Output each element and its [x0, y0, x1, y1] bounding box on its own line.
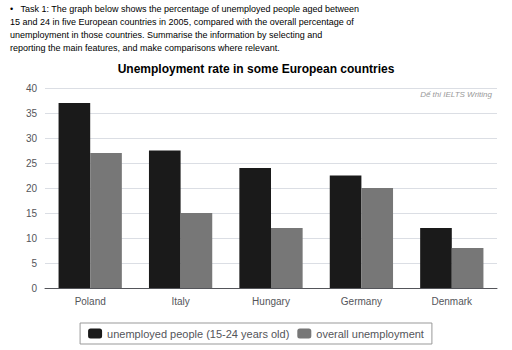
- svg-text:Germany: Germany: [341, 296, 382, 307]
- svg-text:Italy: Italy: [171, 296, 189, 307]
- svg-text:10: 10: [26, 233, 38, 244]
- svg-text:15 and 24 in five European cou: 15 and 24 in five European countries in …: [10, 17, 354, 27]
- svg-text:25: 25: [26, 158, 38, 169]
- svg-text:overall unemployment: overall unemployment: [316, 328, 424, 340]
- svg-text:15: 15: [26, 208, 38, 219]
- svg-text:40: 40: [26, 83, 38, 94]
- svg-text:Unemployment rate in some Euro: Unemployment rate in some European count…: [118, 62, 395, 76]
- svg-text:0: 0: [31, 283, 37, 294]
- svg-text:Dế thi IELTS Writing: Dế thi IELTS Writing: [420, 90, 492, 99]
- svg-text:unemployed people (15-24 years: unemployed people (15-24 years old): [107, 328, 289, 340]
- svg-text:20: 20: [26, 183, 38, 194]
- svg-text:Denmark: Denmark: [432, 296, 474, 307]
- svg-text:reporting the main features, a: reporting the main features, and make co…: [10, 43, 280, 53]
- svg-text:5: 5: [31, 258, 37, 269]
- svg-text:• Task 1: The graph below sh: • Task 1: The graph below shows the perc…: [10, 4, 359, 14]
- svg-text:30: 30: [26, 133, 38, 144]
- svg-text:Hungary: Hungary: [252, 296, 290, 307]
- svg-text:35: 35: [26, 108, 38, 119]
- svg-text:Poland: Poland: [75, 296, 106, 307]
- svg-text:unemployment in those countrie: unemployment in those countries. Summari…: [10, 30, 322, 40]
